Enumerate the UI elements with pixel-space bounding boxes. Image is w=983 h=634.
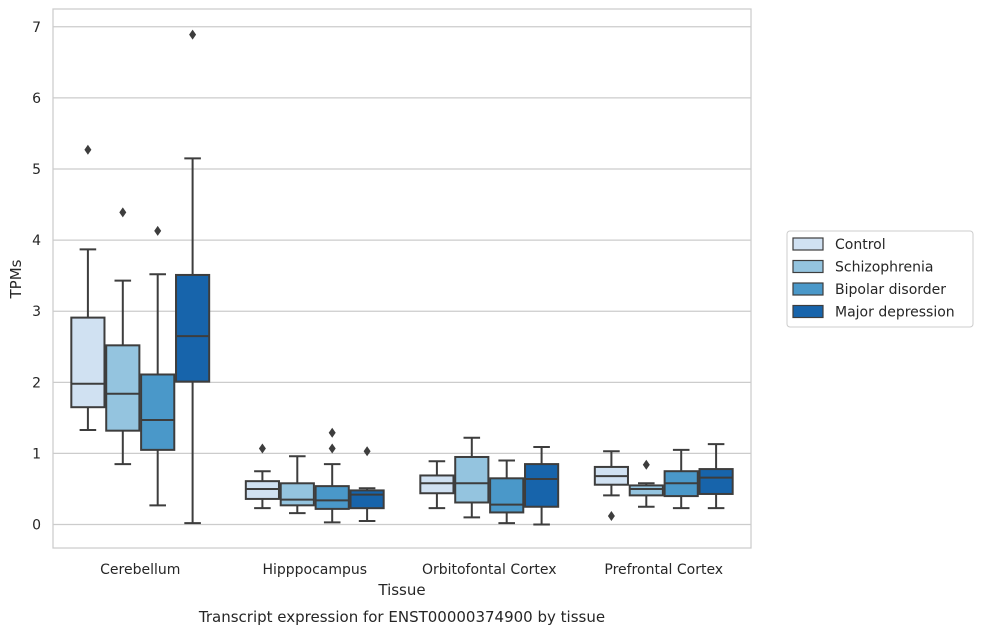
- box-body: [454, 455, 490, 504]
- box-group: [244, 427, 385, 524]
- legend-swatch: [792, 237, 824, 251]
- legend-swatch: [792, 304, 824, 319]
- box-body: [489, 477, 525, 514]
- outlier-point: [607, 511, 615, 522]
- box-body: [419, 474, 455, 495]
- legend-item: Major depression: [792, 304, 955, 321]
- y-axis-label: TPMs: [7, 259, 25, 299]
- box-body: [105, 344, 141, 432]
- y-tick-label: 4: [32, 233, 41, 249]
- box: [524, 446, 560, 526]
- y-tick-label: 7: [32, 20, 41, 36]
- box: [454, 436, 490, 519]
- legend: Control Schizophrenia Bipolar disorder Majo…: [786, 230, 974, 328]
- box-body: [70, 316, 106, 409]
- box: [489, 459, 525, 525]
- outlier-point: [119, 207, 127, 218]
- box-body: [244, 480, 280, 500]
- box-group: [70, 29, 211, 525]
- box-body: [628, 484, 664, 497]
- box-body: [314, 485, 350, 510]
- outlier-point: [258, 443, 266, 454]
- y-tick-label: 3: [32, 304, 41, 320]
- box: [175, 29, 211, 525]
- box-body: [524, 463, 560, 508]
- box: [105, 207, 141, 466]
- box-body: [698, 468, 734, 495]
- y-tick-label: 0: [32, 518, 41, 534]
- legend-item: Control: [792, 237, 886, 253]
- y-tick-label: 6: [32, 91, 41, 107]
- x-axis-label: Tissue: [377, 581, 425, 599]
- outlier-point: [363, 446, 371, 457]
- outlier-point: [642, 459, 650, 470]
- box-groups: [70, 29, 734, 526]
- legend-frame: [786, 230, 974, 328]
- box: [314, 427, 350, 524]
- x-tick-labels: Cerebellum Hipppocampus Orbitofontal Corte…: [100, 562, 723, 578]
- box: [140, 225, 176, 507]
- x-tick-label: Hipppocampus: [262, 562, 367, 578]
- y-tick-labels: 0 1 2 3 4 5 6 7: [32, 20, 41, 534]
- legend-label: Bipolar disorder: [835, 282, 946, 298]
- plot-frame: [52, 8, 752, 549]
- x-tick-label: Cerebellum: [100, 562, 180, 578]
- y-tick-label: 2: [32, 375, 41, 391]
- box: [419, 460, 455, 510]
- plot-area: [53, 9, 751, 548]
- outlier-point: [84, 144, 92, 155]
- legend-label: Major depression: [835, 305, 955, 321]
- box: [244, 443, 280, 510]
- box-body: [140, 373, 176, 451]
- outlier-point: [189, 29, 197, 40]
- box-body: [279, 482, 315, 507]
- outlier-point: [328, 443, 336, 454]
- box-group: [419, 436, 560, 526]
- legend-label: Schizophrenia: [835, 260, 933, 276]
- box: [593, 450, 629, 522]
- box-body: [175, 273, 211, 383]
- legend-swatch: [792, 282, 824, 296]
- legend-swatch: [792, 259, 824, 274]
- box: [628, 459, 664, 508]
- chart-caption: Transcript expression for ENST0000037490…: [198, 608, 605, 626]
- box-body: [349, 489, 385, 510]
- legend-item: Schizophrenia: [792, 259, 933, 276]
- box-group: [593, 443, 734, 522]
- box: [663, 448, 699, 510]
- y-tick-label: 5: [32, 162, 41, 178]
- outlier-point: [328, 427, 336, 438]
- box: [698, 443, 734, 510]
- box: [70, 144, 106, 431]
- x-tick-label: Prefrontal Cortex: [604, 562, 723, 578]
- box: [349, 446, 385, 522]
- y-tick-label: 1: [32, 446, 41, 462]
- outlier-point: [154, 225, 162, 236]
- legend-label: Control: [835, 237, 886, 253]
- x-tick-label: Orbitofontal Cortex: [422, 562, 557, 578]
- box: [279, 455, 315, 515]
- legend-item: Bipolar disorder: [792, 282, 946, 298]
